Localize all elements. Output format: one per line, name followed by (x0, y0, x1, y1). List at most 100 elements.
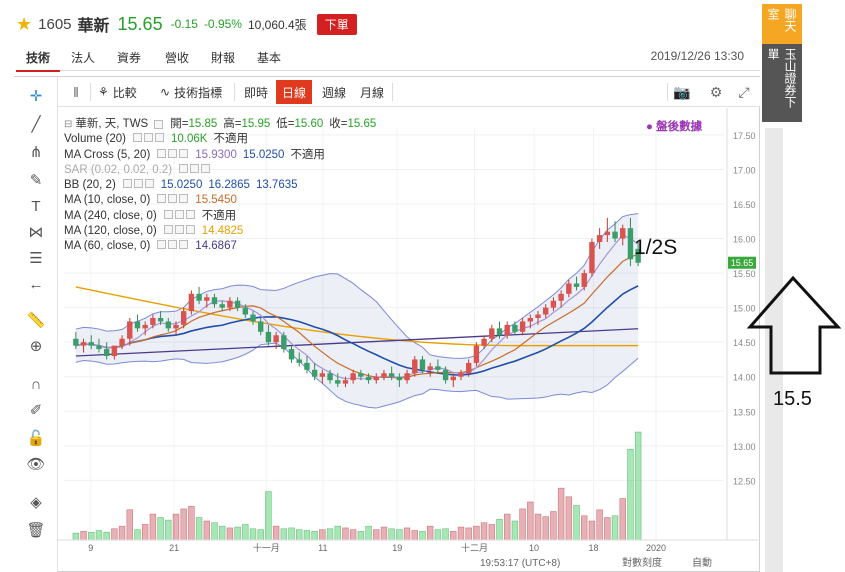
order-button[interactable]: 下單 (316, 13, 357, 35)
indicator-value: 10.06K (171, 133, 208, 146)
ruler-icon[interactable]: 📏 (26, 312, 46, 329)
trade-volume: 10,060.4張 (247, 17, 307, 32)
star-icon[interactable]: ★ (16, 13, 33, 34)
compare-button[interactable]: ⚘ 比較 (92, 80, 143, 104)
indicator-value: 15.0250 (242, 148, 285, 161)
chart-toolbar: ǁ ⚘ 比較 ∿ 技術指標 即時 日線 週線 月線 📷 ⚙ ⤢ (58, 77, 760, 107)
tab-technical[interactable]: 技術 (16, 45, 61, 72)
tab-margin[interactable]: 資券 (117, 51, 142, 65)
indicators-icon: ∿ (160, 85, 171, 99)
ohlc-open: 15.85 (188, 118, 218, 130)
quote-datetime: 2019/12/26 13:30 (650, 49, 744, 63)
chart-legend: ⊟ 華新, 天, TWS 開= 15.85 高= 15.95 低= 15.60 收= 1… (64, 117, 376, 255)
indicator-name: MA (10, close, 0) (64, 194, 151, 207)
side-panel: 聊天室 玉山證券下單 (762, 4, 802, 122)
indicator-row[interactable]: MA (120, close, 0) 14.4825 (64, 224, 376, 239)
side-rail (765, 128, 783, 572)
indicator-controls[interactable] (178, 163, 211, 178)
indicator-controls[interactable] (156, 148, 189, 163)
settings-icon[interactable]: ⚙ (709, 83, 723, 100)
indicator-row[interactable]: BB (20, 2) 15.0250 16.2865 13.7635 (64, 178, 376, 193)
indicator-name: Volume (20) (64, 133, 127, 146)
candle-type-icon[interactable]: ǁ (73, 84, 79, 100)
trash-icon[interactable]: 🗑 (26, 522, 46, 539)
indicator-value: 15.0250 (160, 179, 203, 192)
post-market-text: 盤後數據 (656, 121, 703, 133)
tab-financials[interactable]: 財報 (211, 51, 236, 65)
section-tabs: 技術 法人 資券 營收 財報 基本 2019/12/26 13:30 (16, 45, 760, 72)
indicator-value: 15.9300 (195, 148, 237, 161)
collapse-icon[interactable]: ⊟ (64, 119, 73, 130)
realtime-button[interactable]: 即時 (244, 85, 269, 100)
drawing-toolbar: ✛ ╱ ⋔ ✎ T ⋈ ☰ ← 📏 ⊕ ∩ ✐ 🔓 👁 ◈ 🗑 (14, 77, 58, 572)
ohlc-open-label: 開= (170, 118, 189, 130)
indicator-value: 不適用 (213, 133, 248, 146)
indicator-controls[interactable] (122, 178, 155, 193)
zoom-in-icon[interactable]: ⊕ (29, 338, 43, 355)
indicator-row[interactable]: SAR (0.02, 0.02, 0.2) (64, 163, 376, 178)
back-arrow-icon[interactable]: ← (28, 275, 44, 293)
post-market-dot: ● (646, 121, 657, 133)
tab-institutional[interactable]: 法人 (71, 51, 96, 65)
ohlc-close: 15.65 (347, 118, 377, 130)
indicator-row[interactable]: MA Cross (5, 20) 15.9300 15.0250 不適用 (64, 148, 376, 163)
ohlc-high-label: 高= (223, 118, 242, 130)
indicator-row[interactable]: Volume (20) 10.06K 不適用 (64, 132, 376, 147)
pattern-icon[interactable]: ⋈ (28, 224, 44, 241)
indicator-row[interactable]: MA (240, close, 0) 不適用 (64, 209, 376, 224)
toolbar-divider (90, 83, 91, 101)
tab-basic[interactable]: 基本 (257, 51, 282, 65)
monthly-button[interactable]: 月線 (360, 85, 385, 100)
lock-icon[interactable]: 🔓 (26, 430, 46, 447)
camera-icon[interactable]: 📷 (673, 83, 691, 100)
indicator-name: MA Cross (5, 20) (64, 148, 151, 161)
ohlc-close-label: 收= (329, 118, 348, 130)
indicator-name: MA (120, close, 0) (64, 225, 157, 238)
brush-icon[interactable]: ✎ (29, 172, 43, 189)
price-change: -0.15 (170, 17, 198, 31)
legend-title: 華新, 天, TWS (75, 118, 149, 130)
trendline-icon[interactable]: ╱ (31, 116, 41, 133)
last-price: 15.65 (117, 13, 163, 34)
quote-summary: ★ 1605 華新 15.65 -0.15 -0.95% 10,060.4張 下… (16, 12, 357, 36)
indicator-value: 14.6867 (195, 240, 237, 253)
indicator-controls[interactable] (156, 193, 189, 208)
indicator-row[interactable]: MA (60, close, 0) 14.6867 (64, 239, 376, 254)
indicators-label: 技術指標 (174, 85, 223, 100)
indicator-controls[interactable] (156, 239, 189, 254)
tab-revenue[interactable]: 營收 (165, 51, 190, 65)
daily-button[interactable]: 日線 (276, 80, 313, 104)
indicator-name: MA (240, close, 0) (64, 209, 157, 222)
indicator-controls[interactable] (132, 132, 165, 147)
fib-icon[interactable]: ☰ (29, 250, 43, 267)
magnet-icon[interactable]: ∩ (30, 375, 42, 393)
chat-room-tab[interactable]: 聊天室 (762, 4, 802, 44)
indicator-list: Volume (20) 10.06K 不適用 MA Cross (5, 20) 15.9… (64, 132, 376, 254)
indicator-controls[interactable] (163, 209, 196, 224)
indicator-row[interactable]: MA (10, close, 0) 15.5450 (64, 193, 376, 208)
indicators-button[interactable]: ∿ 技術指標 (154, 80, 228, 104)
eye-icon[interactable]: 👁 (26, 456, 46, 473)
control-icon[interactable] (154, 120, 164, 130)
indicator-name: BB (20, 2) (64, 179, 116, 192)
lock-draw-icon[interactable]: ✐ (29, 402, 43, 419)
stock-name: 華新 (77, 18, 110, 35)
up-arrow-icon (746, 275, 842, 375)
crosshair-icon[interactable]: ✛ (29, 88, 43, 105)
price-change-pct: -0.95% (203, 17, 242, 31)
broker-order-tab[interactable]: 玉山證券下單 (762, 44, 802, 122)
indicator-controls[interactable] (163, 224, 196, 239)
legend-main: ⊟ 華新, 天, TWS 開= 15.85 高= 15.95 低= 15.60 收= 1… (64, 117, 376, 132)
compare-label: 比較 (112, 85, 137, 100)
layers-icon[interactable]: ◈ (30, 494, 42, 511)
pitchfork-icon[interactable]: ⋔ (29, 144, 43, 161)
toolbar-divider (392, 83, 393, 101)
weekly-button[interactable]: 週線 (322, 85, 347, 100)
post-market-label[interactable]: ● 盤後數據 (646, 118, 702, 134)
indicator-name: SAR (0.02, 0.02, 0.2) (64, 163, 173, 176)
text-icon[interactable]: T (31, 197, 41, 215)
ohlc-low-label: 低= (276, 118, 295, 130)
quote-header: ★ 1605 華新 15.65 -0.15 -0.95% 10,060.4張 下… (0, 0, 760, 72)
fullscreen-icon[interactable]: ⤢ (738, 83, 750, 100)
stock-code: 1605 (38, 15, 72, 33)
